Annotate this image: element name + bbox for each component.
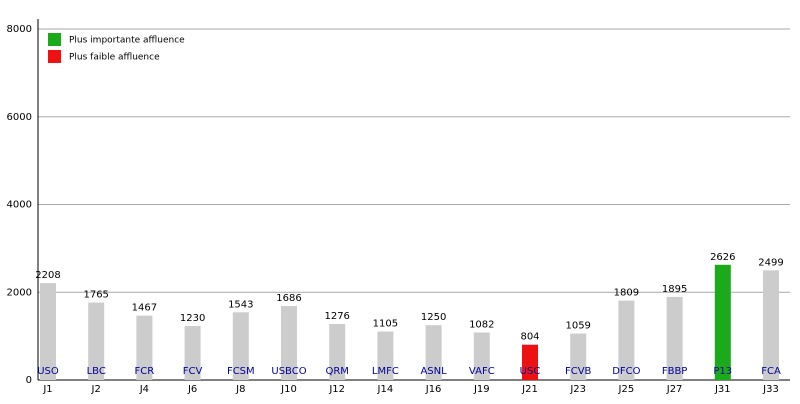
- y-tick-label: 2000: [7, 287, 32, 298]
- legend-swatch: [48, 50, 61, 63]
- x-tick-label: J25: [618, 384, 635, 395]
- bar: [377, 331, 394, 380]
- legend-label: Plus importante affluence: [69, 36, 185, 46]
- value-label: 1686: [276, 293, 301, 304]
- y-tick-label: 0: [26, 375, 32, 386]
- x-tick-label: J6: [187, 384, 197, 395]
- value-label: 1059: [565, 321, 590, 332]
- x-tick-label: J23: [569, 384, 586, 395]
- bar-label: USBCO: [271, 366, 306, 377]
- value-label: 1765: [83, 290, 108, 301]
- bar: [666, 296, 683, 380]
- bar: [570, 333, 587, 380]
- bar-label: P13: [713, 366, 732, 377]
- value-label: 2499: [758, 257, 783, 268]
- x-tick-label: J21: [521, 384, 538, 395]
- bar-label: FCV: [183, 366, 203, 377]
- value-label: 1082: [469, 320, 494, 331]
- bar: [88, 302, 105, 380]
- x-tick-label: J1: [42, 384, 52, 395]
- bar: [473, 332, 490, 380]
- bar: [329, 324, 346, 380]
- x-tick-label: J27: [666, 384, 683, 395]
- value-label: 1276: [324, 311, 349, 322]
- bar: [40, 283, 56, 380]
- bar: [714, 264, 731, 380]
- bar-label: DFCO: [612, 366, 640, 377]
- bar: [763, 270, 779, 380]
- bar: [184, 326, 201, 380]
- x-tick-label: J2: [91, 384, 101, 395]
- value-label: 1543: [228, 299, 253, 310]
- x-tick-label: J4: [139, 384, 149, 395]
- bar: [522, 344, 538, 380]
- x-tick-label: J33: [762, 384, 779, 395]
- bar: [618, 300, 635, 380]
- bar-label: FCR: [135, 366, 155, 377]
- bar-label: FCSM: [227, 366, 255, 377]
- value-label: 804: [520, 332, 539, 343]
- bar-label: USC: [520, 366, 541, 377]
- value-label: 1895: [662, 284, 687, 295]
- legend-swatch: [48, 33, 61, 46]
- bar: [136, 315, 153, 380]
- value-label: 1105: [373, 319, 398, 330]
- x-tick-label: J19: [473, 384, 490, 395]
- y-tick-label: 4000: [7, 200, 32, 211]
- value-label: 2626: [710, 252, 735, 263]
- x-tick-label: J31: [714, 384, 731, 395]
- value-label: 1230: [180, 313, 205, 324]
- value-label: 1809: [614, 288, 639, 299]
- bar-label: LMFC: [372, 366, 399, 377]
- value-label: 1250: [421, 312, 446, 323]
- bar-label: USO: [37, 366, 59, 377]
- bar: [425, 325, 442, 380]
- bar: [232, 312, 249, 380]
- bar-label: FCA: [761, 366, 781, 377]
- bar-label: ASNL: [420, 366, 447, 377]
- y-tick-label: 6000: [7, 112, 32, 123]
- x-tick-label: J10: [280, 384, 297, 395]
- x-tick-label: J16: [425, 384, 442, 395]
- bar-label: FCVB: [565, 366, 592, 377]
- bar-label: VAFC: [469, 366, 495, 377]
- value-label: 2208: [35, 270, 60, 281]
- bar-label: QRM: [325, 366, 348, 377]
- bar: [281, 306, 297, 380]
- x-tick-label: J14: [377, 384, 394, 395]
- x-tick-label: J8: [235, 384, 245, 395]
- bar-label: LBC: [87, 366, 106, 377]
- legend-label: Plus faible affluence: [69, 53, 160, 63]
- x-tick-label: J12: [328, 384, 345, 395]
- y-tick-label: 8000: [7, 24, 32, 35]
- bar-label: FBBP: [662, 366, 688, 377]
- value-label: 1467: [132, 303, 157, 314]
